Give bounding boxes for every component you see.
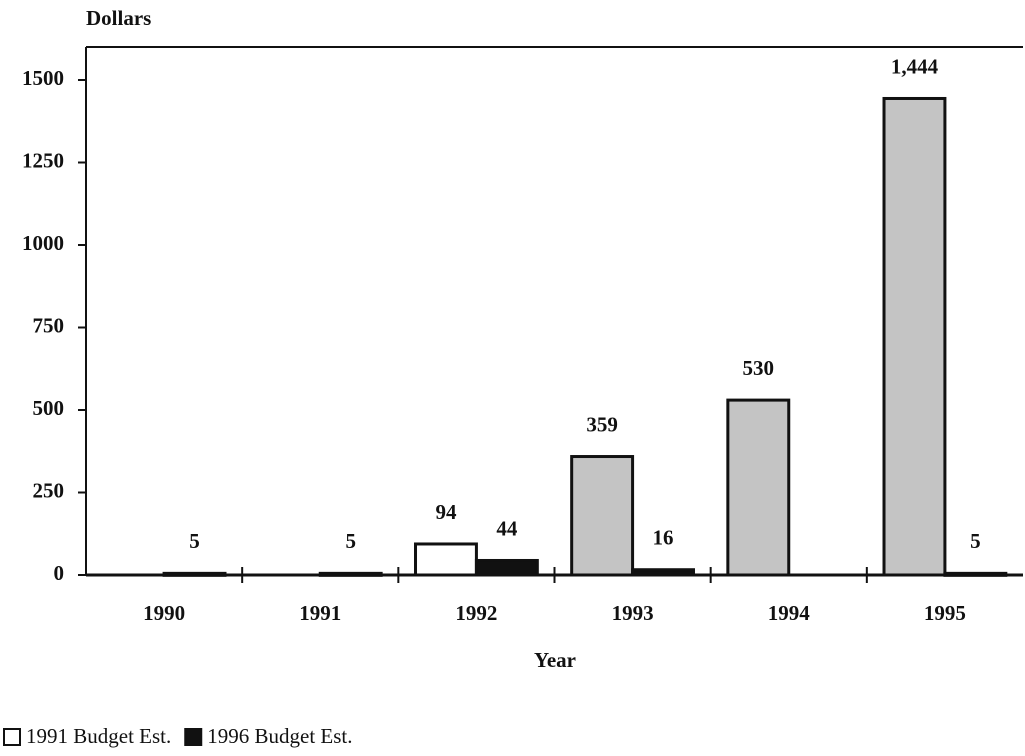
data-label: 1,444 — [891, 54, 939, 78]
x-axis-label: Year — [534, 648, 576, 672]
y-tick-label: 0 — [54, 561, 65, 585]
data-label: 359 — [586, 412, 618, 436]
data-label: 5 — [189, 529, 200, 553]
data-label: 5 — [970, 529, 981, 553]
y-axis-label: Dollars — [86, 6, 151, 30]
x-tick-label: 1991 — [299, 601, 341, 625]
bar — [882, 96, 947, 577]
data-label: 5 — [345, 529, 356, 553]
legend-label: 1996 Budget Est. — [207, 724, 352, 748]
x-tick-label: 1990 — [143, 601, 185, 625]
bar — [726, 398, 791, 577]
legend-swatch — [184, 728, 203, 746]
y-tick-label: 1500 — [22, 66, 64, 90]
data-label: 44 — [496, 516, 518, 540]
legend-swatch — [3, 728, 21, 746]
y-tick-label: 750 — [33, 313, 65, 337]
legend-label: 1991 Budget Est. — [26, 724, 171, 748]
y-tick-label: 500 — [33, 396, 65, 420]
y-tick-label: 1250 — [22, 148, 64, 172]
x-tick-label: 1995 — [924, 601, 966, 625]
bar — [570, 455, 635, 577]
data-label: 94 — [435, 500, 457, 524]
data-label: 16 — [653, 526, 674, 550]
x-tick-label: 1993 — [612, 601, 654, 625]
bar — [414, 542, 478, 577]
data-label: 530 — [743, 356, 775, 380]
y-tick-label: 250 — [33, 478, 65, 502]
x-tick-label: 1992 — [455, 601, 497, 625]
y-tick-label: 1000 — [22, 231, 64, 255]
bar — [474, 558, 539, 577]
x-tick-label: 1994 — [768, 601, 811, 625]
